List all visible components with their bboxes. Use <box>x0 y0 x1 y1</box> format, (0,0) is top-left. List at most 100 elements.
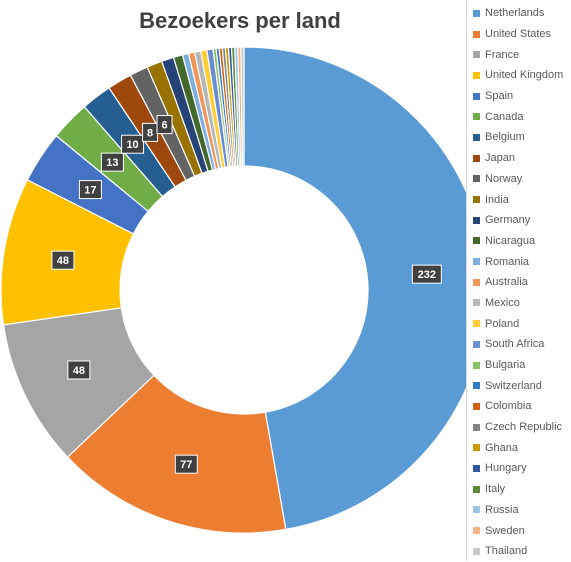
legend-swatch <box>473 51 480 59</box>
legend-swatch <box>473 196 480 204</box>
donut-slices <box>0 46 466 534</box>
data-label-belgium: 10 <box>121 134 145 154</box>
legend-label: Switzerland <box>485 379 542 392</box>
legend-item-bulgaria: Bulgaria <box>467 355 571 376</box>
legend-swatch <box>473 382 480 390</box>
legend-label: Czech Republic <box>485 421 563 434</box>
svg-text:77: 77 <box>180 459 192 471</box>
legend-label: Australia <box>485 276 528 289</box>
legend: Netherlands United States France United Kin… <box>466 0 571 561</box>
legend-label: India <box>485 193 509 206</box>
legend-swatch <box>473 527 480 535</box>
svg-text:10: 10 <box>126 139 138 151</box>
legend-label: South Africa <box>485 338 545 351</box>
data-label-united-kingdom: 48 <box>51 250 75 270</box>
legend-swatch <box>473 175 480 183</box>
slice-thailand <box>240 46 245 167</box>
legend-label: Netherlands <box>485 7 545 20</box>
legend-swatch <box>473 464 480 472</box>
legend-label: Spain <box>485 90 514 103</box>
legend-item-japan: Japan <box>467 148 571 169</box>
legend-label: France <box>485 48 520 61</box>
legend-swatch <box>473 113 480 121</box>
data-labels: 232 77 48 48 17 13 10 86 <box>51 115 442 474</box>
legend-item-russia: Russia <box>467 500 571 521</box>
legend-swatch <box>473 71 480 79</box>
legend-item-czech-republic: Czech Republic <box>467 417 571 438</box>
legend-item-india: India <box>467 189 571 210</box>
legend-item-italy: Italy <box>467 479 571 500</box>
legend-item-belgium: Belgium <box>467 127 571 148</box>
donut-chart: 232 77 48 48 17 13 10 86 <box>0 46 466 534</box>
legend-label: Poland <box>485 317 520 330</box>
slice-united-states <box>66 374 287 534</box>
legend-label: Thailand <box>485 545 528 558</box>
data-label-japan: 8 <box>142 122 159 142</box>
legend-swatch <box>473 278 480 286</box>
legend-swatch <box>473 402 480 410</box>
legend-label: Japan <box>485 152 515 165</box>
legend-label: Norway <box>485 172 523 185</box>
legend-item-australia: Australia <box>467 272 571 293</box>
legend-swatch <box>473 154 480 162</box>
svg-text:8: 8 <box>147 127 153 139</box>
legend-item-sweden: Sweden <box>467 520 571 541</box>
legend-item-colombia: Colombia <box>467 396 571 417</box>
legend-label: Ghana <box>485 441 519 454</box>
svg-text:48: 48 <box>73 365 85 377</box>
legend-swatch <box>473 320 480 328</box>
legend-item-nicaragua: Nicaragua <box>467 231 571 252</box>
legend-label: Russia <box>485 503 519 516</box>
legend-swatch <box>473 485 480 493</box>
legend-swatch <box>473 547 480 555</box>
legend-item-germany: Germany <box>467 210 571 231</box>
legend-swatch <box>473 92 480 100</box>
legend-swatch <box>473 444 480 452</box>
svg-text:13: 13 <box>106 157 118 169</box>
legend-item-united-states: United States <box>467 24 571 45</box>
legend-item-south-africa: South Africa <box>467 334 571 355</box>
svg-text:232: 232 <box>418 269 436 281</box>
data-label-canada: 13 <box>100 152 124 172</box>
legend-item-france: France <box>467 44 571 65</box>
legend-label: Canada <box>485 110 524 123</box>
legend-swatch <box>473 340 480 348</box>
data-label-united-states: 77 <box>174 454 198 474</box>
legend-label: Sweden <box>485 524 525 537</box>
legend-item-ghana: Ghana <box>467 437 571 458</box>
legend-item-switzerland: Switzerland <box>467 375 571 396</box>
legend-item-netherlands: Netherlands <box>467 3 571 24</box>
svg-text:17: 17 <box>84 185 96 197</box>
legend-label: Nicaragua <box>485 234 536 247</box>
legend-swatch <box>473 30 480 38</box>
legend-swatch <box>473 299 480 307</box>
legend-item-mexico: Mexico <box>467 293 571 314</box>
svg-text:48: 48 <box>57 255 69 267</box>
legend-swatch <box>473 216 480 224</box>
legend-label: United States <box>485 28 552 41</box>
legend-item-poland: Poland <box>467 313 571 334</box>
legend-swatch <box>473 506 480 514</box>
legend-label: Italy <box>485 483 506 496</box>
legend-item-united-kingdom: United Kingdom <box>467 65 571 86</box>
legend-label: Romania <box>485 255 530 268</box>
legend-label: Belgium <box>485 131 525 144</box>
data-label-france: 48 <box>67 360 91 380</box>
slice-netherlands <box>243 46 466 531</box>
legend-swatch <box>473 237 480 245</box>
svg-text:6: 6 <box>161 120 167 132</box>
legend-label: Colombia <box>485 400 532 413</box>
legend-swatch <box>473 361 480 369</box>
chart-title: Bezoekers per land <box>139 8 341 33</box>
legend-item-canada: Canada <box>467 106 571 127</box>
legend-label: Germany <box>485 214 531 227</box>
legend-item-spain: Spain <box>467 86 571 107</box>
data-label-netherlands: 232 <box>411 264 442 284</box>
legend-item-romania: Romania <box>467 251 571 272</box>
legend-swatch <box>473 423 480 431</box>
legend-swatch <box>473 9 480 17</box>
legend-item-norway: Norway <box>467 169 571 190</box>
legend-label: Bulgaria <box>485 359 526 372</box>
legend-label: Mexico <box>485 296 520 309</box>
legend-swatch <box>473 258 480 266</box>
